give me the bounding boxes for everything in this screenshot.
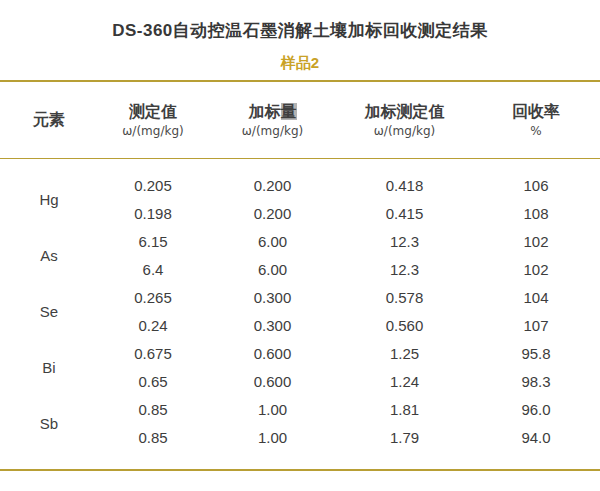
value-cell: 12.3 [337, 227, 472, 255]
table-row: As6.156.0012.3102 [0, 227, 600, 255]
value-cell: 0.300 [208, 283, 337, 311]
value-cell: 0.415 [337, 199, 472, 227]
table-row: Se0.2650.3000.578104 [0, 283, 600, 311]
value-cell: 0.198 [98, 199, 208, 227]
value-cell: 95.8 [472, 339, 600, 367]
value-cell: 0.65 [98, 367, 208, 395]
value-cell: 98.3 [472, 367, 600, 395]
value-cell: 1.24 [337, 367, 472, 395]
value-cell: 6.15 [98, 227, 208, 255]
column-label: 元素 [0, 109, 98, 130]
table-row: Hg0.2050.2000.418106 [0, 171, 600, 199]
spacer-cell [0, 158, 600, 171]
value-cell: 1.25 [337, 339, 472, 367]
header-row: 元素 测定值 ω/(mg/kg) 加标量 ω/(mg/kg) 加标测定值 ω/(… [0, 81, 600, 158]
value-cell: 0.578 [337, 283, 472, 311]
value-cell: 0.265 [98, 283, 208, 311]
table-row: Sb0.851.001.8196.0 [0, 395, 600, 423]
value-cell: 0.85 [98, 423, 208, 451]
value-cell: 104 [472, 283, 600, 311]
column-unit: % [472, 124, 600, 139]
results-table-header: 元素 测定值 ω/(mg/kg) 加标量 ω/(mg/kg) 加标测定值 ω/(… [0, 81, 600, 158]
spacer-cell [0, 451, 600, 470]
value-cell: 0.600 [208, 367, 337, 395]
value-cell: 0.24 [98, 311, 208, 339]
spacer-row [0, 158, 600, 171]
column-header-element: 元素 [0, 81, 98, 158]
value-cell: 107 [472, 311, 600, 339]
selected-char-highlight: 量 [281, 103, 297, 120]
value-cell: 102 [472, 255, 600, 283]
spacer-row [0, 451, 600, 470]
column-label: 加标测定值 [337, 101, 472, 122]
value-cell: 6.4 [98, 255, 208, 283]
element-cell: Sb [0, 395, 98, 451]
value-cell: 0.300 [208, 311, 337, 339]
value-cell: 12.3 [337, 255, 472, 283]
sample-label: 样品2 [0, 54, 600, 72]
table-row: Bi0.6750.6001.2595.8 [0, 339, 600, 367]
value-cell: 96.0 [472, 395, 600, 423]
column-label: 回收率 [472, 101, 600, 122]
value-cell: 94.0 [472, 423, 600, 451]
element-cell: Se [0, 283, 98, 339]
column-unit: ω/(mg/kg) [337, 124, 472, 139]
column-header-spiked-measured: 加标测定值 ω/(mg/kg) [337, 81, 472, 158]
value-cell: 0.200 [208, 171, 337, 199]
value-cell: 0.675 [98, 339, 208, 367]
value-cell: 102 [472, 227, 600, 255]
value-cell: 1.00 [208, 395, 337, 423]
value-cell: 108 [472, 199, 600, 227]
value-cell: 6.00 [208, 255, 337, 283]
value-cell: 0.200 [208, 199, 337, 227]
column-header-spiked-amount: 加标量 ω/(mg/kg) [208, 81, 337, 158]
column-unit: ω/(mg/kg) [208, 124, 337, 139]
column-label: 加标量 [208, 101, 337, 122]
results-table-body: Hg0.2050.2000.4181060.1980.2000.415108As… [0, 158, 600, 470]
value-cell: 0.560 [337, 311, 472, 339]
element-cell: As [0, 227, 98, 283]
page-title: DS-360自动控温石墨消解土壤加标回收测定结果 [0, 0, 600, 41]
column-label: 测定值 [98, 101, 208, 122]
element-cell: Bi [0, 339, 98, 395]
column-header-measured: 测定值 ω/(mg/kg) [98, 81, 208, 158]
column-header-recovery: 回收率 % [472, 81, 600, 158]
value-cell: 106 [472, 171, 600, 199]
value-cell: 0.418 [337, 171, 472, 199]
value-cell: 0.600 [208, 339, 337, 367]
value-cell: 0.205 [98, 171, 208, 199]
value-cell: 1.81 [337, 395, 472, 423]
value-cell: 6.00 [208, 227, 337, 255]
results-table: 元素 测定值 ω/(mg/kg) 加标量 ω/(mg/kg) 加标测定值 ω/(… [0, 80, 600, 471]
element-cell: Hg [0, 171, 98, 227]
column-unit: ω/(mg/kg) [98, 124, 208, 139]
value-cell: 1.00 [208, 423, 337, 451]
value-cell: 1.79 [337, 423, 472, 451]
value-cell: 0.85 [98, 395, 208, 423]
